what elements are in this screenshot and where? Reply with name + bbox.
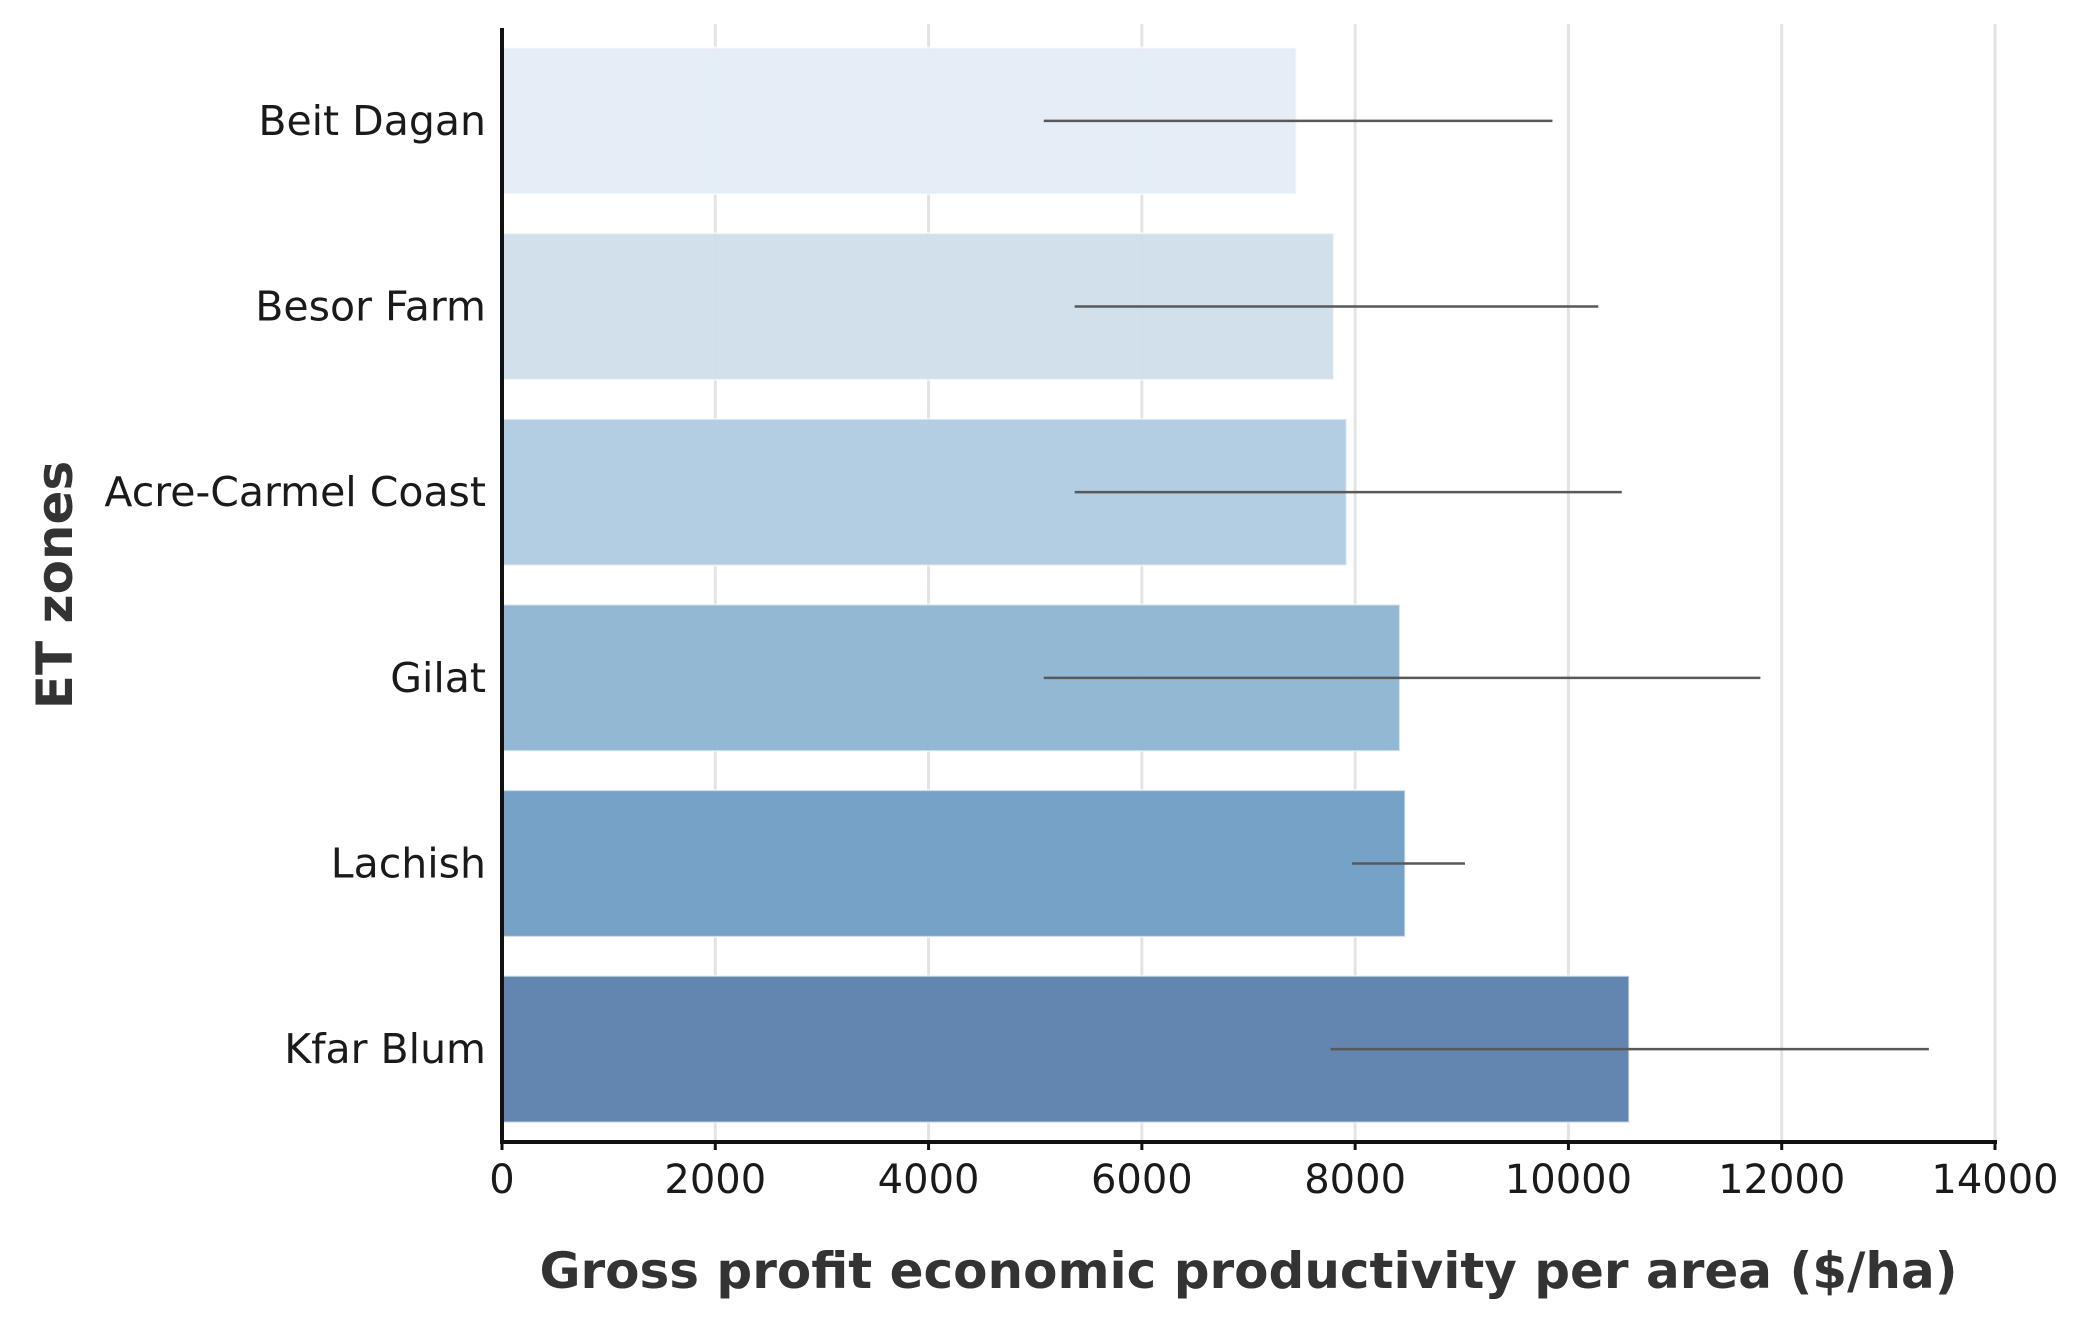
category-label: Besor Farm (255, 283, 486, 331)
category-label: Acre-Carmel Coast (104, 468, 486, 516)
x-axis-title: Gross profit economic productivity per a… (539, 1242, 1957, 1300)
category-label: Beit Dagan (258, 97, 486, 145)
y-axis-title: ET zones (26, 461, 84, 709)
x-tick-label: 14000 (1931, 1157, 2058, 1203)
bars (501, 46, 1631, 1124)
x-tick-label: 6000 (1091, 1157, 1193, 1203)
axes (500, 28, 1997, 1144)
x-tick-label: 0 (489, 1157, 514, 1203)
bar-lachish (501, 789, 1407, 938)
gridlines (713, 24, 1997, 1142)
x-tick-label: 4000 (878, 1157, 980, 1203)
x-tick-labels: 0 2000 4000 6000 8000 10000 12000 14000 (489, 1142, 2059, 1203)
x-tick-label: 10000 (1505, 1157, 1632, 1203)
x-tick-label: 2000 (664, 1157, 766, 1203)
category-label: Lachish (331, 840, 486, 888)
x-tick-label: 12000 (1718, 1157, 1845, 1203)
error-bars (1043, 119, 1929, 1051)
category-labels: Beit Dagan Besor Farm Acre-Carmel Coast Gil… (104, 97, 486, 1073)
category-label: Kfar Blum (284, 1025, 486, 1073)
category-label: Gilat (390, 654, 486, 702)
x-tick-label: 8000 (1304, 1157, 1406, 1203)
